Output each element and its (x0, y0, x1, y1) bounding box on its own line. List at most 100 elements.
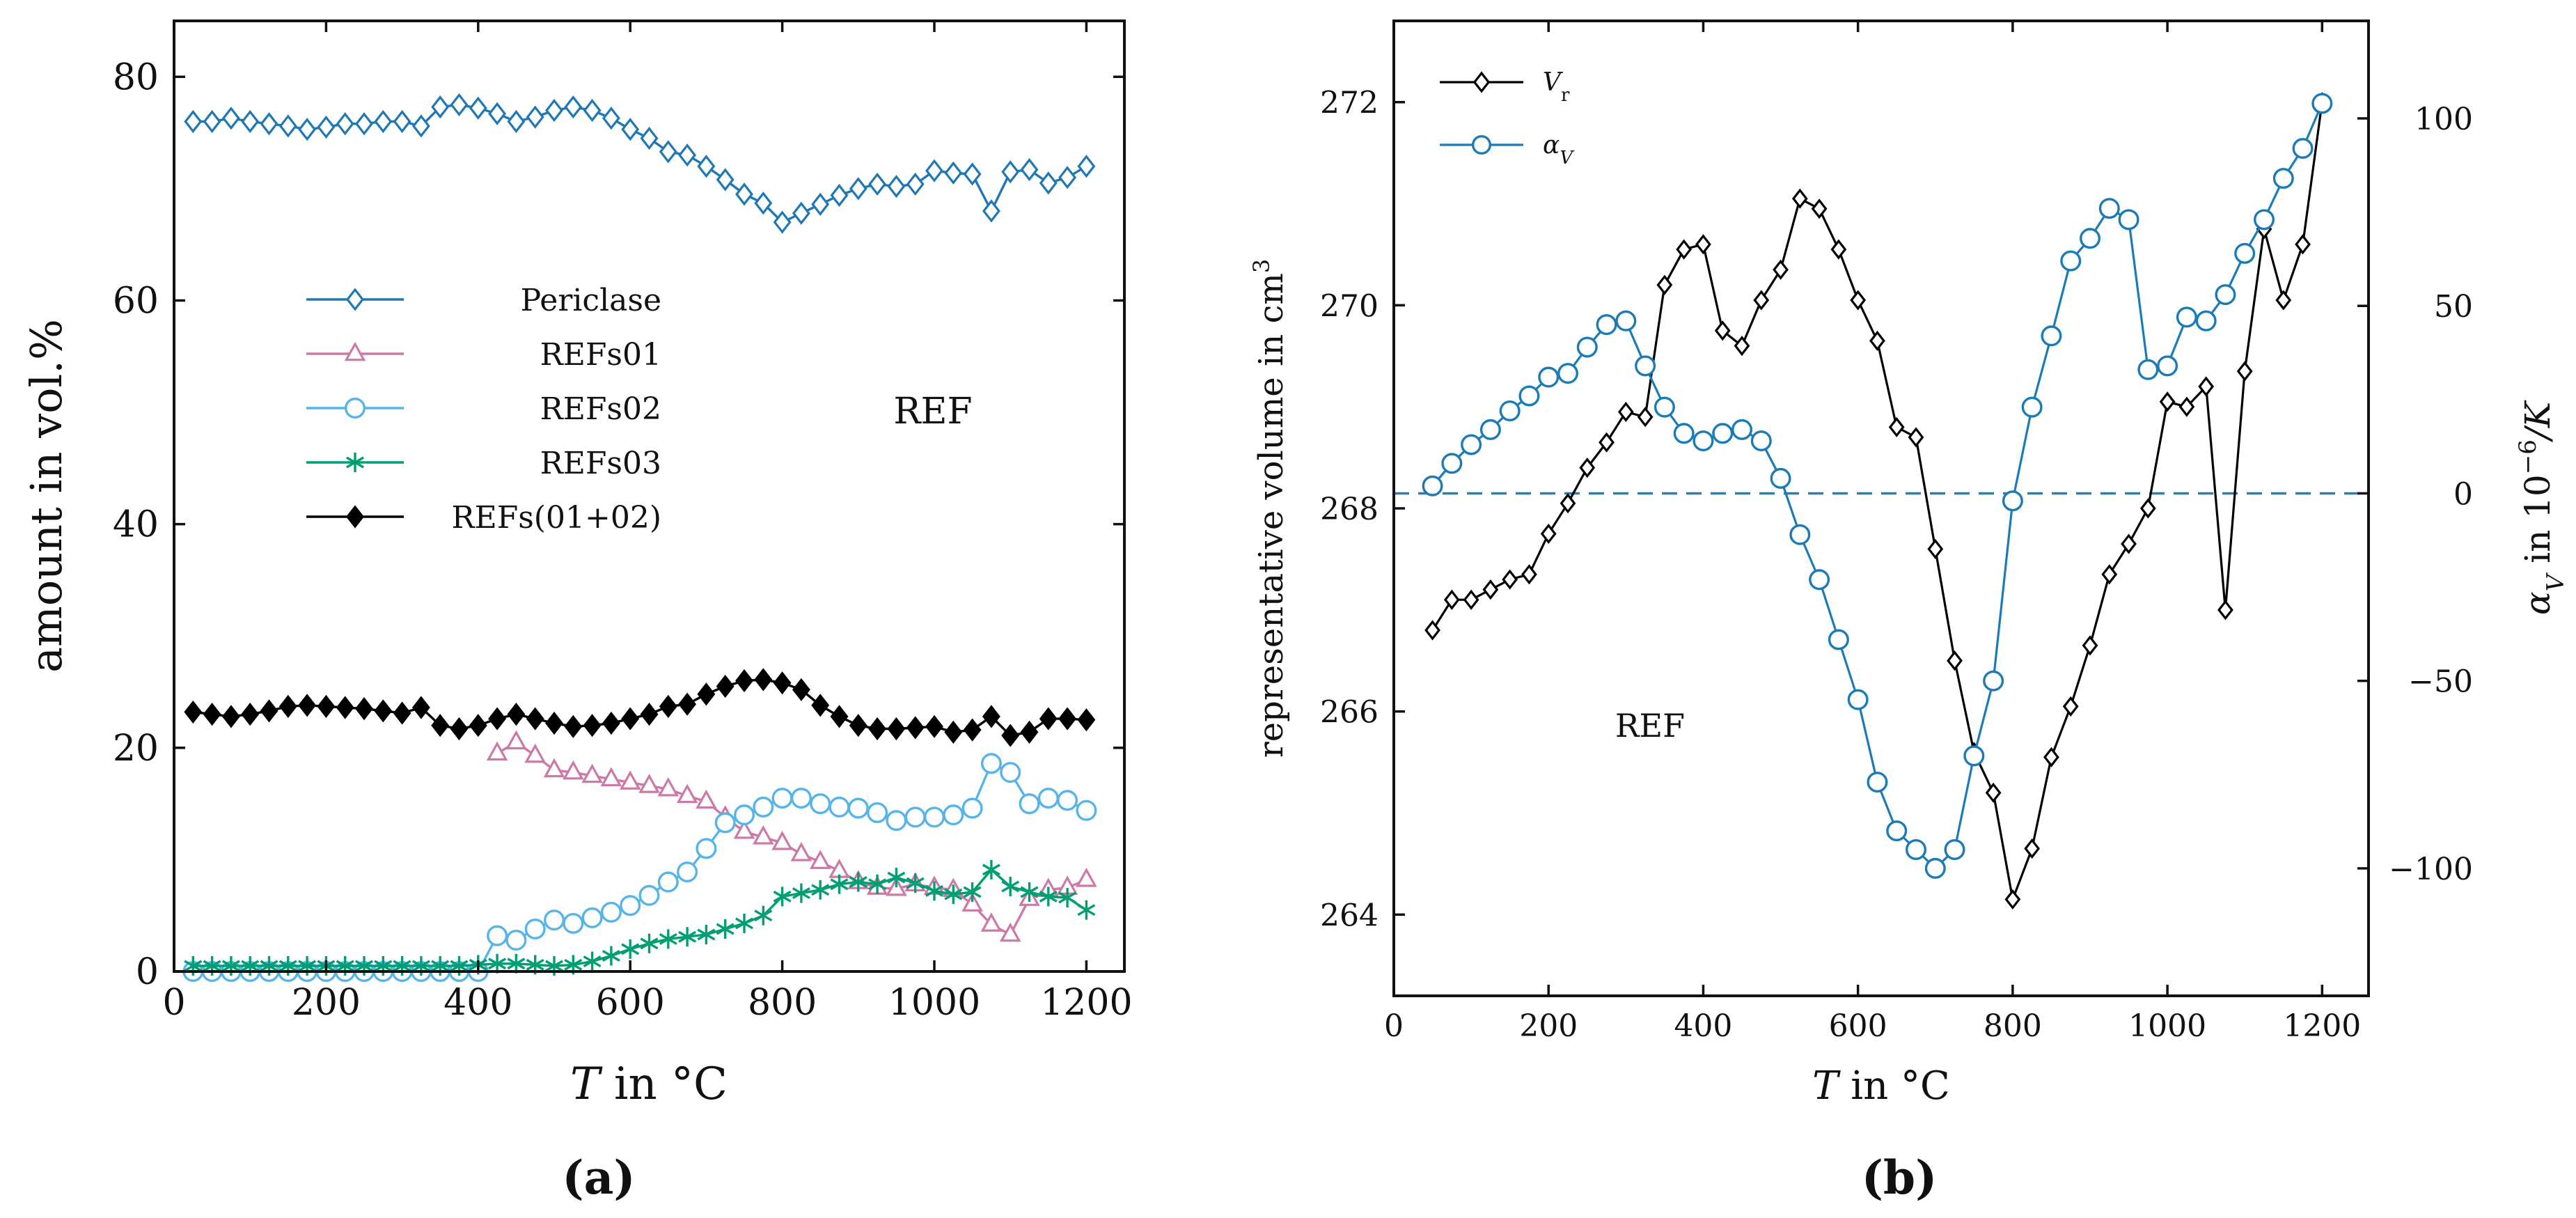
chart-b-point-vr (1560, 493, 1576, 514)
chart-b-point-vr (1869, 330, 1885, 351)
chart-b-point-v (1731, 419, 1752, 440)
chart-a-point-refs-01-02 (545, 711, 563, 735)
chart-a-point-periclase (754, 192, 773, 215)
chart-b-x-tick-label: 200 (1519, 1008, 1578, 1044)
chart-b-legend-label-main: α (1543, 131, 1560, 159)
chart-a-point-periclase (203, 109, 221, 134)
chart-a-point-refs-01-02 (431, 714, 450, 737)
chart-b-point-vr (1888, 416, 1905, 437)
chart-a-point-periclase (773, 210, 792, 234)
chart-a-point-periclase (469, 96, 487, 120)
chart-a-point-refs03 (1001, 876, 1020, 896)
chart-b-x-tick-label: 1000 (2128, 1008, 2206, 1044)
chart-a-point-refs03 (1077, 900, 1096, 920)
chart-a-point-periclase (1020, 157, 1039, 182)
chart-b-y-right-tick-label: 0 (2453, 476, 2473, 512)
chart-a-point-periclase (678, 143, 697, 167)
chart-b-point-v (1673, 423, 1695, 444)
chart-a-series-refs03 (184, 859, 1096, 976)
chart-a-point-refs-01-02 (1039, 707, 1058, 731)
chart-a-legend-marker (346, 453, 364, 472)
chart-a-legend-marker (346, 505, 364, 529)
chart-a-point-refs02 (638, 884, 660, 906)
chart-a-point-refs02 (733, 804, 755, 826)
chart-a-point-refs01 (600, 767, 622, 787)
chart-a-point-refs03 (887, 868, 906, 888)
chart-a-legend-marker (346, 288, 364, 311)
chart-a-point-refs-01-02 (602, 711, 620, 735)
chart-a-point-refs01 (961, 892, 983, 912)
chart-b-point-vr (2101, 564, 2118, 585)
chart-a-point-periclase (716, 168, 735, 192)
chart-b-point-vr (2004, 889, 2021, 910)
chart-b-point-v (1635, 355, 1656, 377)
chart-a-point-refs-01-02 (906, 716, 925, 740)
chart-b-point-vr (1985, 782, 2002, 803)
chart-a-point-refs02 (1037, 788, 1059, 809)
chart-a-legend-label: REFs03 (540, 446, 661, 481)
chart-b-point-v (2195, 310, 2217, 331)
chart-a-point-refs03 (640, 933, 659, 953)
chart-a-series-group (182, 93, 1097, 982)
chart-a-point-refs-01-02 (849, 714, 867, 737)
chart-b-panel-label: (b) (1862, 1150, 1938, 1205)
chart-b-point-vr (1753, 290, 1770, 311)
chart-a-point-refs02 (487, 925, 508, 946)
chart-b-point-vr (1424, 620, 1440, 641)
chart-b-point-v (1905, 838, 1926, 860)
chart-a-point-refs-01-02 (374, 699, 393, 723)
chart-b-point-v (2234, 242, 2256, 264)
chart-a-point-refs02 (771, 788, 793, 809)
chart-b-point-vr (1637, 407, 1654, 428)
chart-a-point-refs02 (677, 861, 698, 883)
chart-b-legend-item-v: αV (1440, 131, 1574, 169)
chart-a-point-periclase (963, 162, 982, 186)
chart-a-point-refs-01-02 (221, 705, 240, 728)
chart-b-x-tick-label: 600 (1829, 1008, 1887, 1044)
chart-a-x-tick-label: 600 (596, 982, 665, 1024)
chart-a-point-periclase (792, 201, 810, 225)
chart-b-y-left-tick-label: 272 (1320, 86, 1379, 121)
chart-b-point-v (1963, 745, 1985, 767)
chart-a-point-periclase (887, 175, 906, 198)
chart-a-point-refs-01-02 (697, 682, 716, 706)
chart-a-point-periclase (583, 98, 602, 123)
chart-a-point-refs-01-02 (336, 696, 354, 719)
chart-a-point-refs01 (809, 850, 831, 869)
chart-a-point-periclase (697, 155, 716, 178)
chart-b-point-v (2041, 325, 2062, 347)
chart-a-point-refs03 (792, 883, 810, 903)
chart-a-point-periclase (184, 109, 203, 134)
chart-a-ylabel: amount in vol.% (21, 319, 72, 673)
chart-b-point-vr (1540, 523, 1557, 545)
chart-b-point-v (1461, 434, 1482, 455)
chart-b-point-vr (1599, 432, 1615, 453)
chart-b-point-vr (1850, 290, 1867, 311)
chart-a-point-refs03 (868, 874, 887, 894)
chart-b-point-v (2253, 209, 2275, 231)
chart-a-point-refs-01-02 (241, 703, 260, 726)
chart-a-point-refs03 (982, 859, 1000, 880)
chart-b-point-v (1596, 314, 1617, 336)
chart-a-point-periclase (431, 95, 450, 119)
chart-b-point-vr (2178, 396, 2195, 417)
chart-b-point-v (1867, 772, 1888, 793)
chart-b-point-v (1518, 385, 1540, 407)
chart-a-point-periclase (621, 118, 640, 141)
chart-a-point-refs-01-02 (278, 694, 297, 719)
chart-b-point-v (1538, 366, 1560, 388)
chart-a-point-refs-01-02 (887, 717, 906, 741)
chart-a-point-periclase (1039, 171, 1058, 195)
chart-a-plot-frame (173, 19, 1126, 973)
chart-b-point-v (2272, 168, 2294, 189)
chart-a-point-refs03 (1039, 887, 1058, 907)
chart-b-ylabel-right-sup: −6 (2514, 439, 2542, 474)
chart-a-point-refs02 (943, 804, 964, 826)
chart-a-point-refs02 (790, 788, 812, 809)
chart-b-point-v (1479, 419, 1501, 440)
chart-b-point-v (1886, 820, 1908, 842)
chart-a-point-refs-01-02 (203, 703, 221, 726)
chart-b-y-left-tick-label: 266 (1320, 695, 1379, 731)
chart-b-series-line-v (1431, 102, 2323, 870)
chart-a-point-periclase (278, 114, 297, 138)
